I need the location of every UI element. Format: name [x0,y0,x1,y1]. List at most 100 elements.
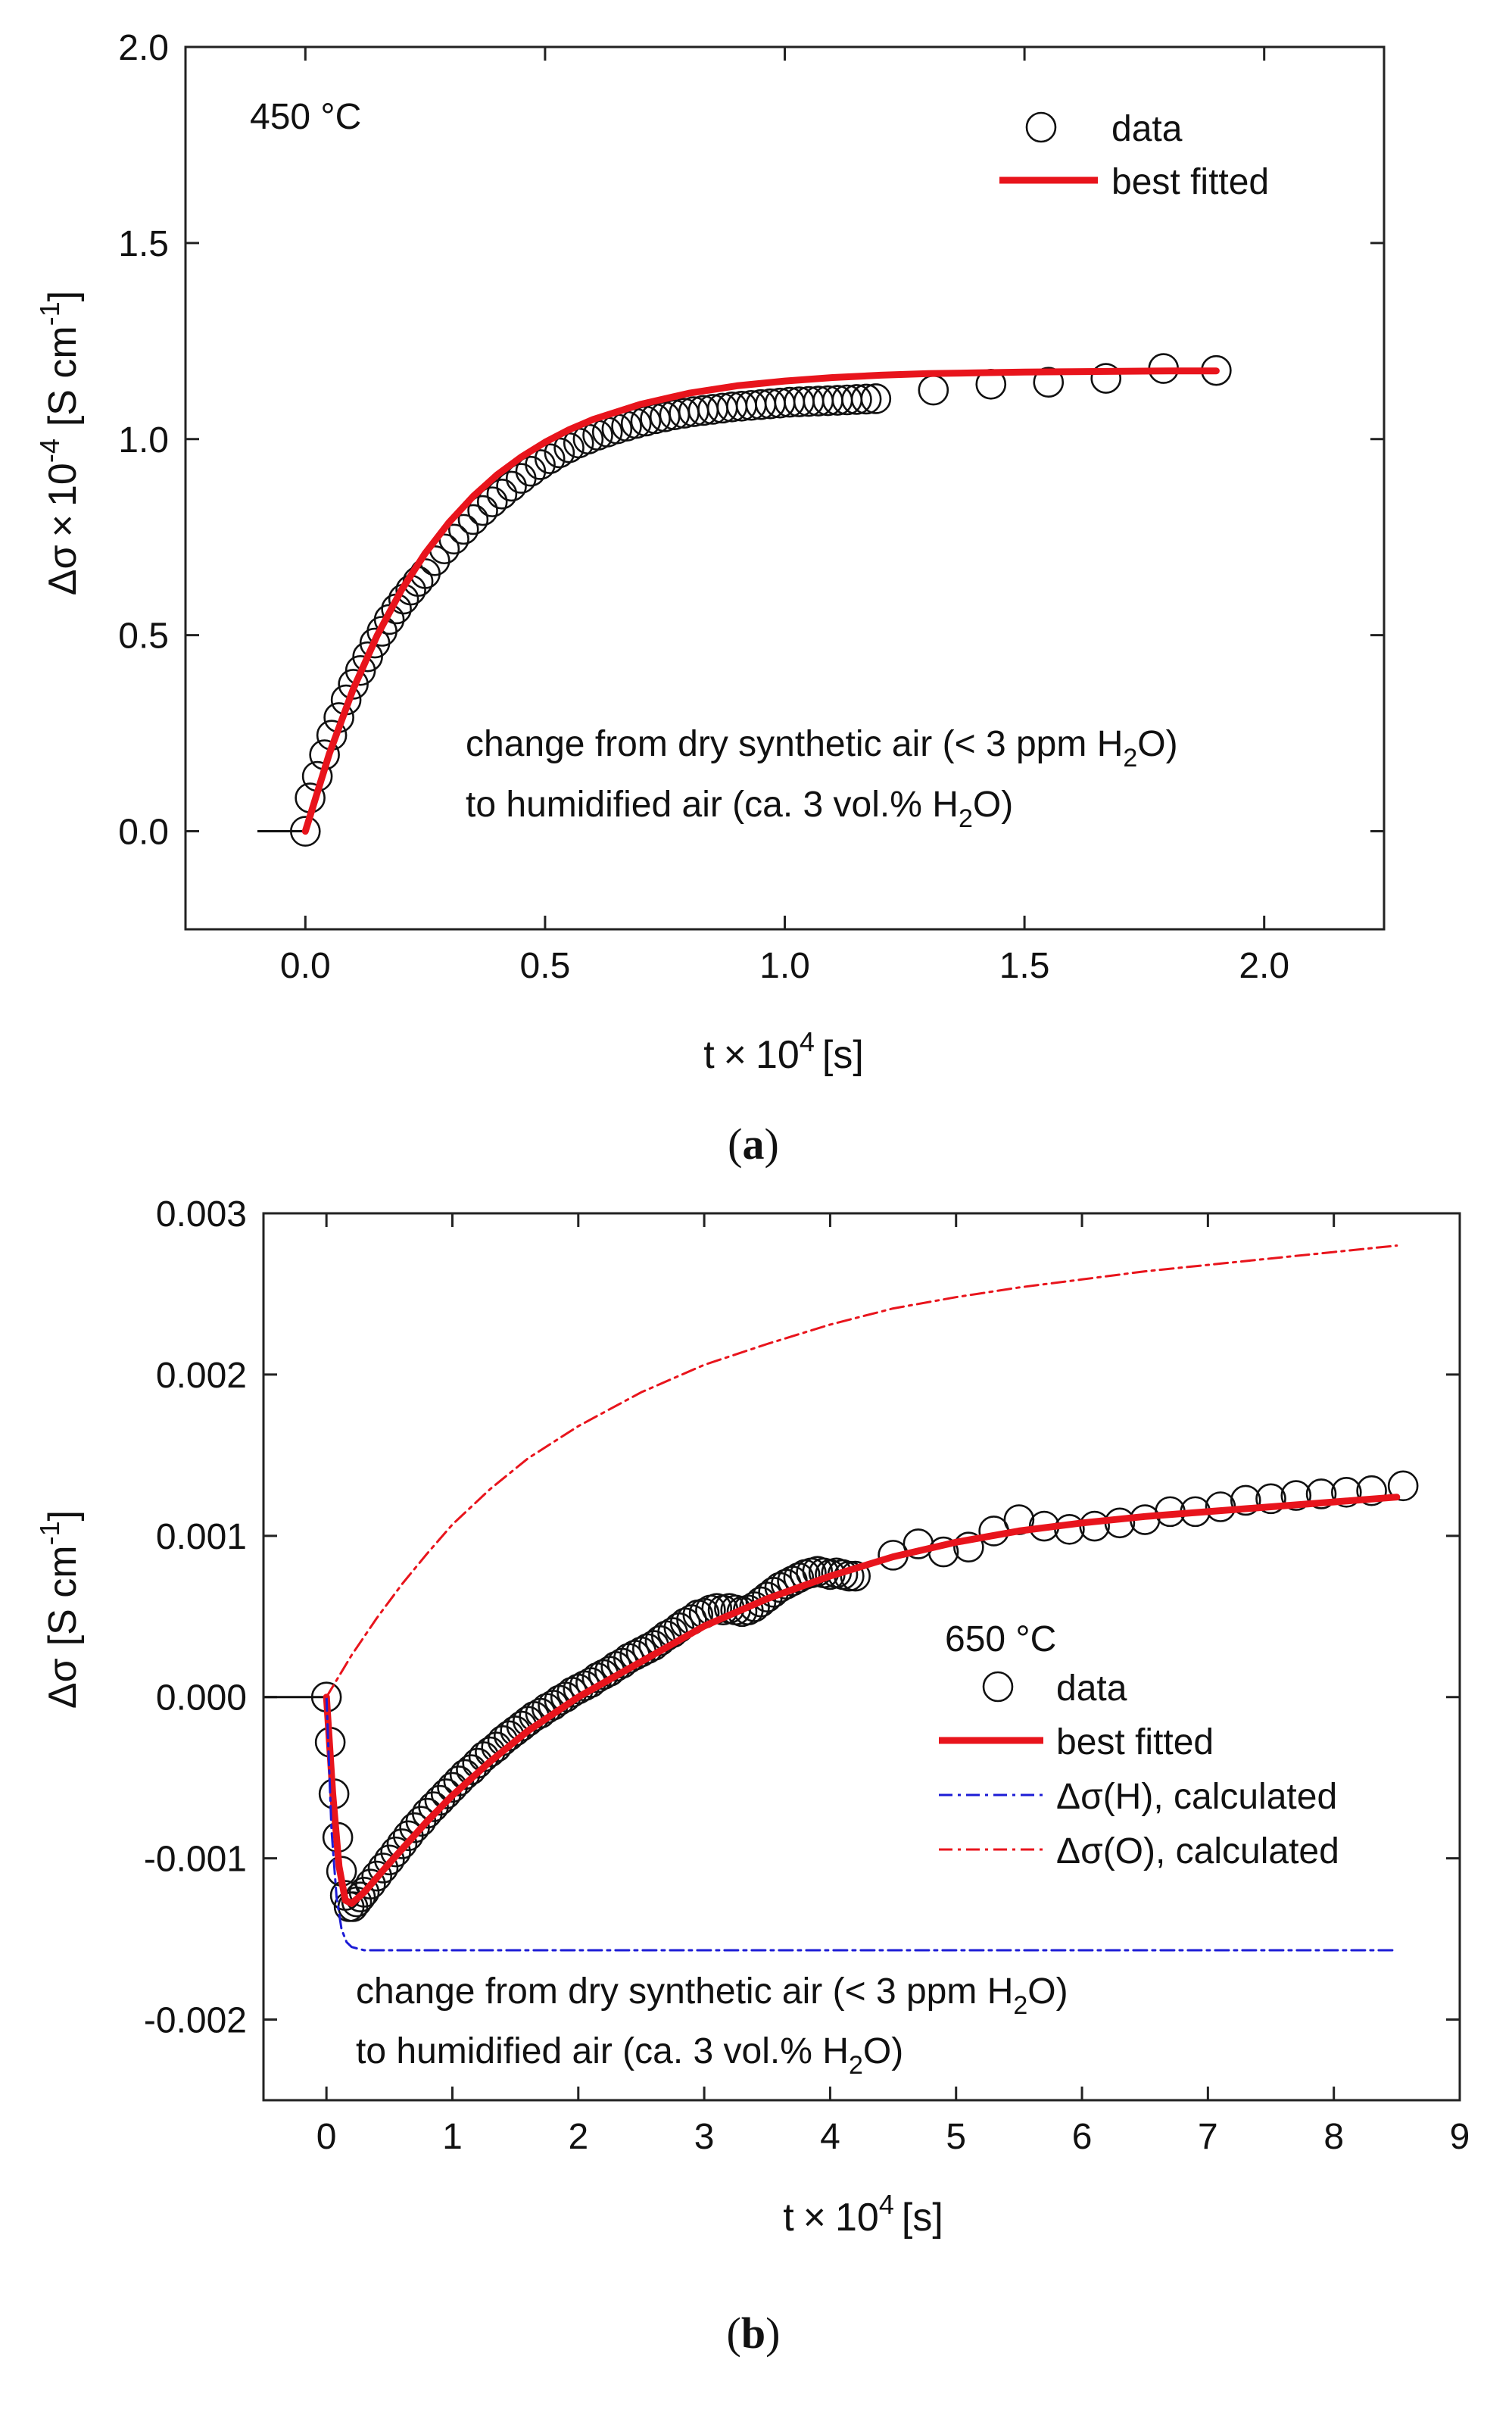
panel-b-series-line-3 [325,1244,1398,1699]
panel-b-x-tick-label: 0 [316,2117,337,2157]
panel-a-y-tick-labels: 0.0 0.5 1.0 1.5 2.0 [118,28,169,853]
panel-b-y-tick-labels: -0.002 -0.001 0.000 0.001 0.002 0.003 [144,1194,247,2041]
panel-b-data-point [374,1844,405,1876]
panel-b-data-point [380,1836,411,1868]
panel-b-data-point [1387,1470,1419,1502]
panel-a-data-point [467,495,498,526]
panel-b-annotation-line2: to humidified air (ca. 3 vol.% H2O) [356,2031,903,2080]
panel-a-y-tick-label: 0.0 [118,813,169,853]
panel-b-data-point [1331,1477,1362,1508]
panel-b-plot-frame [262,1212,1461,2102]
panel-b-legend-fit-label: best fitted [1056,1722,1214,1762]
panel-a-legend-data-label: data [1111,109,1183,149]
panel-b-data-point [348,1877,380,1908]
panel-b-data-point [361,1860,392,1892]
panel-a-data-point [289,816,321,847]
panel-b-legend: data best fitted Δσ(H), calculated Δσ(O)… [939,1668,1339,1871]
panel-b-data-point [355,1868,386,1900]
panel-b-data-point [1230,1484,1261,1516]
panel-a-x-tick-label: 0.0 [280,946,331,986]
panel-a-legend-fit-label: best fitted [1111,162,1269,202]
panel-b-legend-o-label: Δσ(O), calculated [1056,1831,1339,1871]
panel-a-annotation-line2: to humidified air (ca. 3 vol.% H2O) [466,785,1013,833]
panel-b-y-axis-title: Δσ[S cm-1] [34,1510,85,1709]
panel-a: 0.0 0.5 1.0 1.5 2.0 0.0 0.5 1.0 1.5 2.0 450 °C d… [34,28,1386,1169]
panel-b-x-tick-label: 2 [568,2117,588,2157]
panel-a-data-point [525,449,556,480]
panel-b-legend-data-symbol [982,1671,1014,1703]
panel-b-data-point [367,1853,399,1884]
panel-b-y-tick-label: -0.002 [144,2001,247,2041]
panel-a-y-tick-label: 2.0 [118,28,169,68]
panel-a-data-point [841,384,872,415]
panel-b-data-point [953,1531,984,1563]
panel-b-data-point [1280,1480,1312,1511]
panel-a-x-tick-labels: 0.0 0.5 1.0 1.5 2.0 [280,946,1289,986]
panel-a-x-tick-label: 1.0 [759,946,810,986]
panel-a-x-axis-title: t × 104 [s] [703,1026,864,1077]
panel-a-data-point [1090,363,1122,394]
panel-b-x-tick-label: 3 [694,2117,715,2157]
panel-a-data-point [515,455,547,487]
panel-a-data-point [344,654,376,686]
panel-b-x-tick-label: 7 [1198,2117,1218,2157]
panel-b-x-tick-label: 6 [1072,2117,1093,2157]
panel-a-y-tick-label: 1.0 [118,420,169,460]
panel-a-x-tick-label: 0.5 [520,946,571,986]
panel-b-fit-lines [323,1244,1401,1952]
panel-b-series-line-2 [325,1696,1398,1952]
panel-b-x-tick-label: 4 [820,2117,840,2157]
panel-b-y-tick-label: 0.003 [156,1194,247,1235]
panel-b: 0 1 2 3 4 5 6 7 8 9 -0.002 -0.001 0.000 0.001 0.002 0.… [34,1194,1470,2358]
panel-b-legend-h-label: Δσ(H), calculated [1056,1777,1337,1817]
panel-a-data-point [476,486,508,517]
panel-b-data-point [430,1778,462,1809]
panel-b-y-tick-label: 0.001 [156,1517,247,1557]
panel-a-legend: data best fitted [999,109,1269,202]
panel-a-x-tick-label: 2.0 [1239,946,1289,986]
panel-b-data-point [1305,1478,1337,1509]
panel-b-data-point [386,1828,418,1859]
panel-b-caption: (b) [727,2308,781,2358]
panel-a-y-tick-label: 1.5 [118,224,169,264]
panel-a-y-tick-label: 0.5 [118,617,169,657]
panel-b-temperature-label: 650 °C [945,1619,1056,1659]
panel-b-x-tick-label: 5 [946,2117,966,2157]
panel-b-data-point [411,1797,443,1829]
panel-a-legend-data-symbol [1025,111,1057,143]
panel-a-data-point [457,504,489,535]
panel-b-legend-data-label: data [1056,1668,1127,1709]
panel-a-annotation-line1: change from dry synthetic air (< 3 ppm H… [466,724,1178,773]
panel-b-annotation-line1: change from dry synthetic air (< 3 ppm H… [356,1971,1068,2020]
panel-a-fit-lines [301,367,1220,835]
panel-b-data-point [1255,1483,1286,1515]
panel-b-data-point [437,1772,468,1803]
panel-b-x-axis-title: t × 104 [s] [783,2189,943,2240]
panel-b-y-tick-label: -0.001 [144,1840,247,1880]
panel-a-data-point [352,641,383,673]
panel-b-data-point [1356,1475,1387,1506]
panel-a-data-markers [289,353,1232,847]
panel-a-data-point [534,443,566,474]
panel-a-data-point [486,478,518,510]
panel-a-series-line-1 [301,367,1220,835]
panel-b-y-tick-label: 0.000 [156,1678,247,1718]
panel-a-plot-frame [184,45,1386,931]
panel-a-caption: (a) [728,1119,779,1169]
panel-b-series-line-1 [323,1494,1401,1907]
panel-b-data-point [424,1784,456,1816]
panel-a-data-point [496,470,527,502]
panel-a-data-point [1033,367,1065,398]
panel-a-data-point [447,514,479,545]
panel-b-x-tick-label: 8 [1323,2117,1344,2157]
panel-b-data-point [783,1562,815,1594]
panel-a-y-axis-title: Δσ×10-4[S cm-1] [34,291,85,595]
panel-a-temperature-label: 450 °C [250,97,361,137]
panel-a-data-point [630,405,662,437]
panel-b-x-tick-label: 1 [442,2117,463,2157]
panel-b-x-tick-labels: 0 1 2 3 4 5 6 7 8 9 [316,2117,1470,2157]
panel-a-data-point [860,383,892,414]
panel-b-data-point [418,1791,449,1822]
panel-b-x-tick-label: 9 [1450,2117,1470,2157]
